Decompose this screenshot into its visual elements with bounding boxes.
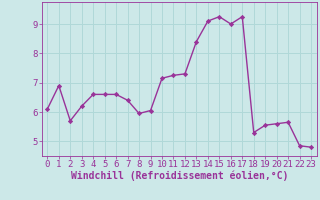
X-axis label: Windchill (Refroidissement éolien,°C): Windchill (Refroidissement éolien,°C): [70, 171, 288, 181]
